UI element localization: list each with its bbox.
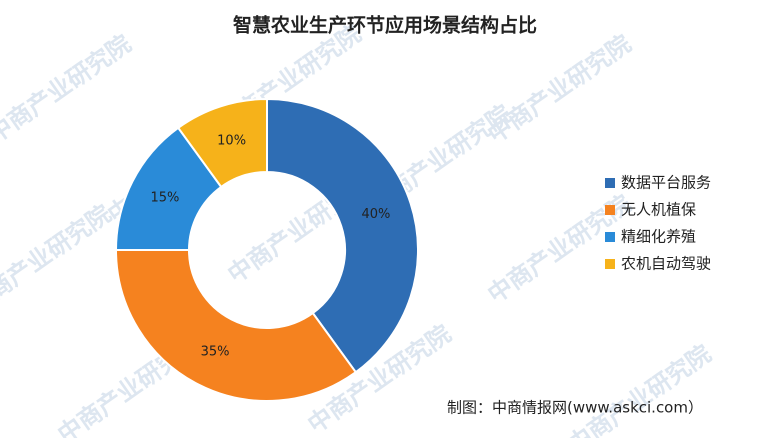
legend-swatch bbox=[605, 205, 615, 215]
data-label: 40% bbox=[361, 207, 390, 222]
data-label: 10% bbox=[217, 134, 246, 149]
source-note: 制图：中商情报网(www.askci.com） bbox=[447, 399, 703, 417]
legend-label: 数据平台服务 bbox=[621, 174, 711, 192]
data-label: 15% bbox=[151, 191, 180, 206]
donut-slice bbox=[266, 97, 419, 374]
legend-label: 精细化养殖 bbox=[621, 228, 696, 246]
legend-label: 农机自动驾驶 bbox=[621, 255, 711, 273]
donut-slice bbox=[114, 249, 358, 402]
legend-swatch bbox=[605, 232, 615, 242]
chart-title: 智慧农业生产环节应用场景结构占比 bbox=[233, 14, 537, 37]
data-label: 35% bbox=[201, 345, 230, 360]
legend-swatch bbox=[605, 259, 615, 269]
legend-swatch bbox=[605, 178, 615, 188]
legend-label: 无人机植保 bbox=[621, 201, 696, 219]
donut-slice bbox=[176, 97, 268, 189]
